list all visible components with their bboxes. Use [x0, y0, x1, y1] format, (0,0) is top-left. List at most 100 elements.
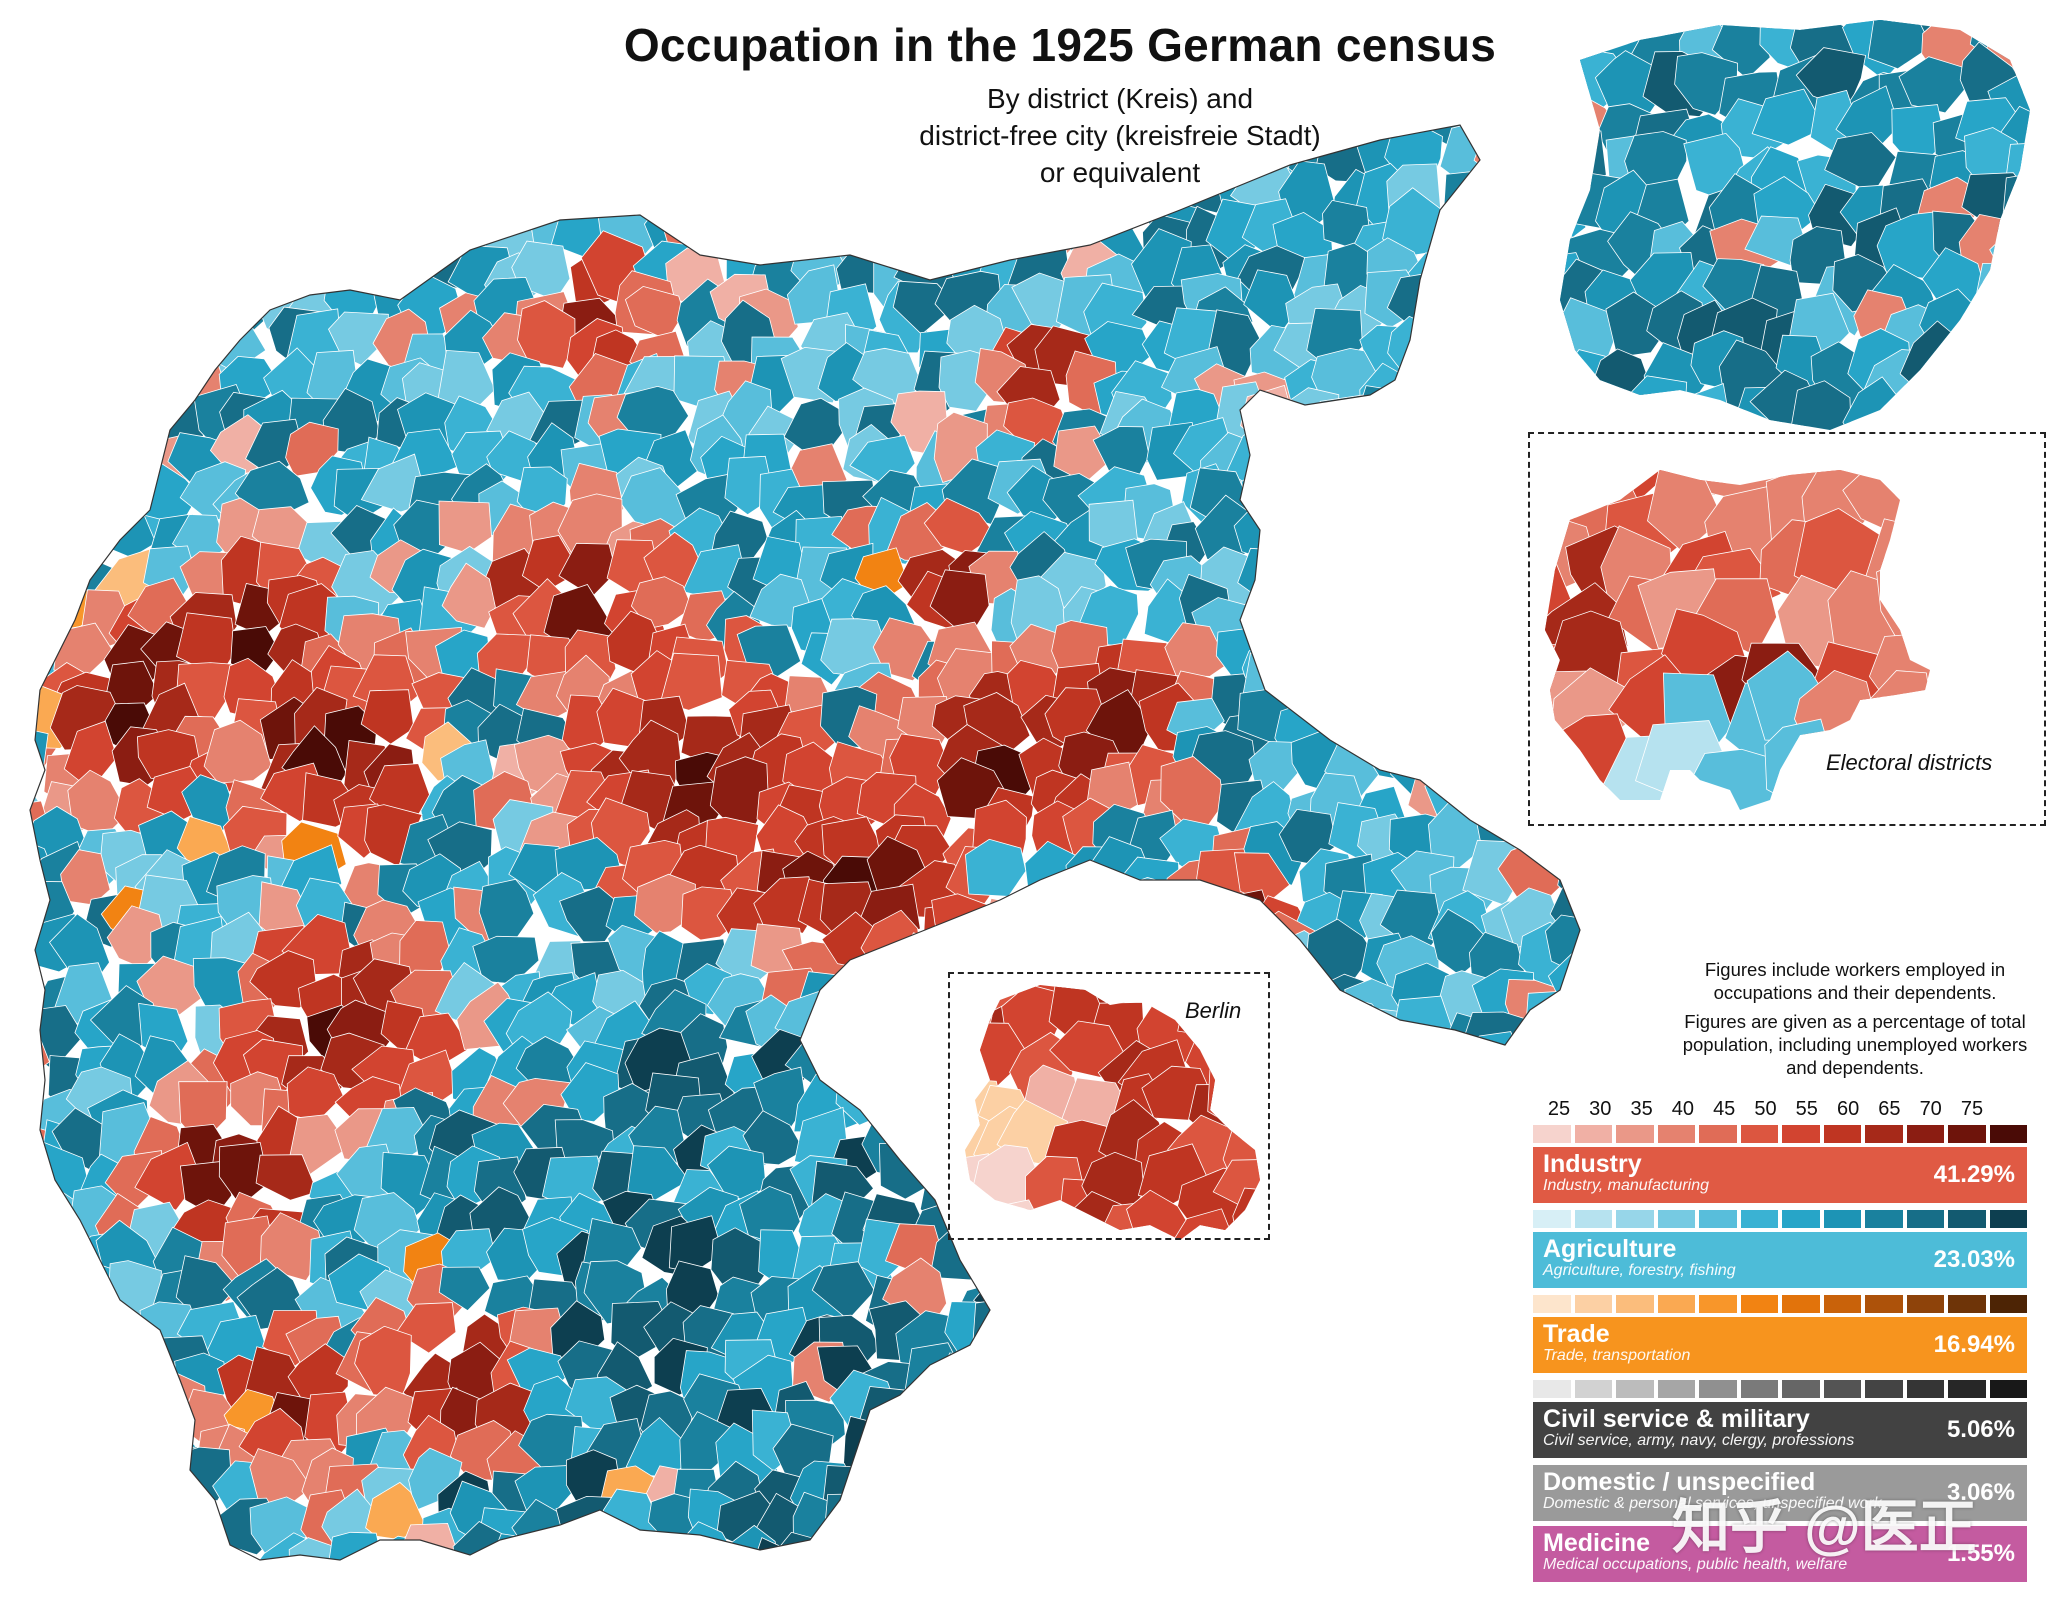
district-cell: [30, 334, 91, 390]
category-description: Medical occupations, public health, welf…: [1543, 1556, 1848, 1573]
district-cell: [1122, 1410, 1187, 1474]
district-cell: [860, 1052, 914, 1114]
district-cell: [663, 151, 727, 215]
district-cell: [1312, 584, 1373, 641]
district-cell: [935, 1352, 996, 1409]
district-cell: [972, 1297, 1034, 1363]
district-cell: [1043, 125, 1110, 179]
district-cell: [1427, 1037, 1490, 1091]
district-cell: [69, 284, 135, 350]
district-cell: [113, 237, 168, 311]
district-cell: [1344, 1178, 1403, 1246]
legend-swatch: [1906, 1295, 1944, 1313]
district-cell: [1166, 1246, 1240, 1307]
district-cell: [1093, 1387, 1155, 1445]
germany-outline: [29, 124, 1581, 1561]
district-cell: [1314, 476, 1372, 541]
district-cell: [971, 1462, 1040, 1526]
district-cell: [1963, 309, 2028, 373]
district-cell: [1317, 393, 1385, 452]
district-cell: [895, 211, 968, 279]
district-cell: [1466, 431, 1534, 503]
district-cell: [328, 195, 394, 255]
district-cell: [30, 1351, 91, 1409]
district-cell: [1440, 477, 1502, 535]
district-cell: [30, 407, 88, 455]
district-cell: [1140, 1273, 1201, 1348]
district-cell: [1560, 65, 1579, 128]
district-cell: [1335, 1092, 1396, 1150]
legend-swatch: [1657, 1210, 1695, 1228]
district-cell: [1011, 125, 1081, 176]
district-cell: [172, 138, 224, 193]
legend-swatch: [1574, 1380, 1612, 1398]
district-cell: [1252, 1487, 1305, 1549]
district-cell: [1402, 1460, 1473, 1523]
district-cell: [878, 1406, 929, 1467]
district-cell: [1437, 1421, 1500, 1473]
district-cell: [30, 165, 59, 228]
district-cell: [1472, 168, 1534, 222]
district-cell: [1205, 1496, 1274, 1560]
district-cell: [1388, 1519, 1452, 1560]
district-cell: [1049, 1020, 1128, 1078]
district-cell: [1253, 589, 1308, 649]
district-cell: [618, 125, 691, 158]
district-cell: [1451, 230, 1507, 290]
scale-tick-label: 60: [1836, 1098, 1860, 1120]
district-cell: [1461, 1199, 1526, 1255]
district-cell: [30, 1372, 86, 1441]
district-cell: [371, 209, 436, 271]
district-cell: [1463, 1321, 1521, 1371]
district-cell: [1462, 125, 1524, 141]
district-cell: [836, 976, 886, 1027]
district-cell: [729, 125, 781, 179]
legend-swatch: [1616, 1125, 1654, 1143]
district-cell: [1020, 166, 1077, 228]
district-cell: [1115, 125, 1187, 163]
district-cell: [944, 145, 1002, 203]
district-cell: [511, 125, 567, 179]
legend-swatch: [1616, 1295, 1654, 1313]
district-cell: [546, 1541, 618, 1560]
district-cell: [203, 719, 273, 784]
district-cell: [1498, 165, 1559, 233]
district-cell: [1356, 1304, 1410, 1366]
district-cell: [1391, 704, 1458, 772]
district-cell: [591, 125, 649, 153]
district-cell: [51, 1291, 115, 1355]
district-cell: [1333, 1159, 1390, 1227]
district-cell: [1470, 1461, 1537, 1514]
district-cell: [857, 1386, 924, 1440]
district-cell: [1440, 271, 1505, 328]
district-cell: [1361, 631, 1423, 692]
district-cell: [1210, 1533, 1273, 1560]
legend-swatch: [1740, 1125, 1778, 1143]
district-cell: [865, 125, 936, 147]
district-cell: [1560, 86, 1575, 150]
district-cell: [788, 125, 838, 157]
district-cell: [401, 125, 472, 150]
district-cell: [112, 174, 162, 236]
legend-swatch: [1823, 1295, 1861, 1313]
district-cell: [1133, 1291, 1197, 1358]
district-cell: [811, 1261, 876, 1321]
district-cell: [1354, 672, 1424, 732]
district-cell: [80, 1336, 135, 1400]
district-cell: [30, 1150, 42, 1216]
district-cell: [2005, 141, 2030, 203]
district-cell: [1269, 1411, 1337, 1475]
district-cell: [329, 161, 392, 226]
district-cell: [901, 1535, 959, 1560]
legend-swatch: [1948, 1125, 1986, 1143]
district-cell: [373, 125, 436, 189]
legend-swatch: [1616, 1380, 1654, 1398]
district-cell: [1996, 20, 2030, 41]
district-cell: [1430, 1081, 1487, 1138]
district-cell: [1144, 1534, 1204, 1560]
district-cell: [1506, 125, 1562, 181]
district-cell: [104, 190, 164, 257]
district-cell: [980, 897, 1037, 966]
district-cell: [1464, 239, 1526, 302]
legend-swatch: [1906, 1210, 1944, 1228]
